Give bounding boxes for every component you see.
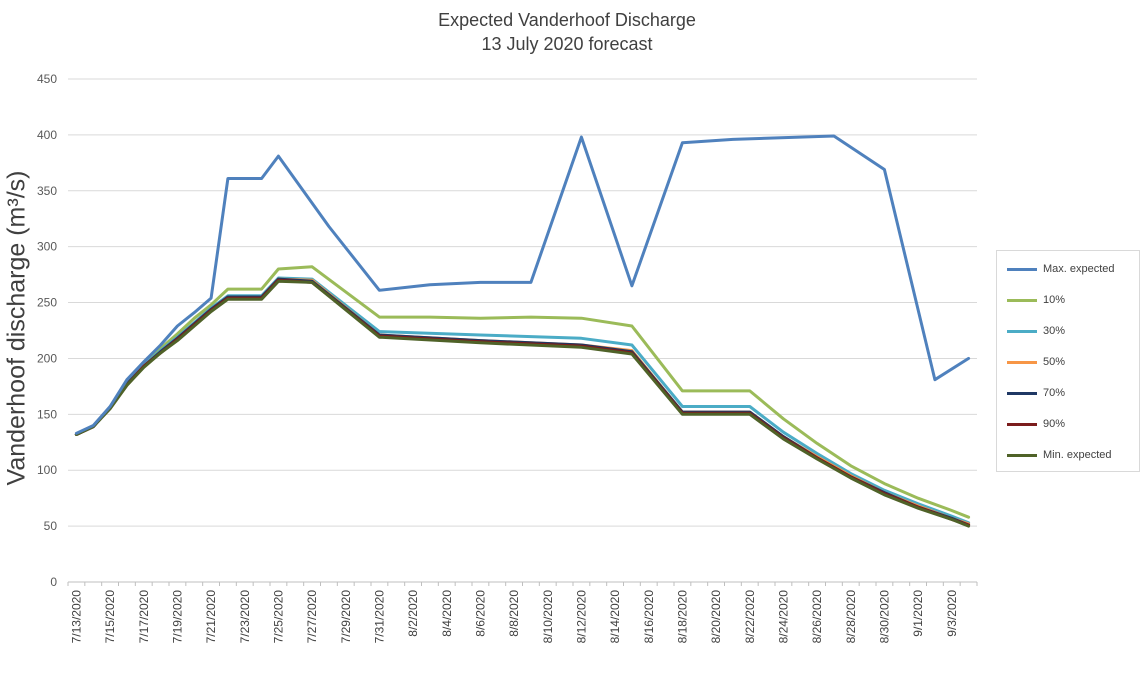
legend-label: Min. expected — [1043, 449, 1112, 461]
x-tick-label: 8/12/2020 — [574, 590, 588, 644]
x-tick-label: 8/16/2020 — [642, 590, 656, 644]
legend-item: 30% — [1007, 323, 1065, 339]
legend-label: 50% — [1043, 356, 1066, 368]
legend-swatch — [1007, 422, 1037, 426]
y-tick-label: 450 — [37, 72, 57, 86]
y-tick-label: 0 — [50, 575, 57, 589]
y-tick-label: 150 — [37, 407, 57, 421]
x-tick-label: 9/3/2020 — [945, 590, 959, 637]
x-tick-label: 7/23/2020 — [238, 590, 252, 644]
legend-label: 90% — [1043, 418, 1066, 430]
x-tick-label: 8/22/2020 — [743, 590, 757, 644]
x-tick-label: 7/31/2020 — [372, 590, 386, 644]
series-line-max-expected — [74, 134, 971, 435]
legend-label: Max. expected — [1043, 263, 1115, 275]
legend-label: 30% — [1043, 325, 1066, 337]
x-tick-label: 7/15/2020 — [103, 590, 117, 644]
legend-item: 50% — [1007, 354, 1065, 370]
x-tick-label: 8/14/2020 — [608, 590, 622, 644]
y-tick-label: 100 — [37, 463, 57, 477]
x-tick-label: 8/20/2020 — [709, 590, 723, 644]
x-tick-label: 8/18/2020 — [675, 590, 689, 644]
legend-label: 70% — [1043, 387, 1066, 399]
series-line-30 — [74, 276, 971, 525]
x-tick-label: 8/30/2020 — [877, 590, 891, 644]
series-line-min-expected — [74, 279, 971, 528]
x-tick-label: 7/29/2020 — [339, 590, 353, 644]
y-tick-label: 200 — [37, 351, 57, 365]
y-tick-label: 300 — [37, 240, 57, 254]
chart-title: Expected Vanderhoof Discharge 13 July 20… — [0, 8, 1134, 56]
legend-label: 10% — [1043, 294, 1066, 306]
legend-swatch — [1007, 391, 1037, 395]
x-tick-label: 8/10/2020 — [541, 590, 555, 644]
x-tick-label: 7/21/2020 — [204, 590, 218, 644]
x-tick-label: 9/1/2020 — [911, 590, 925, 637]
y-tick-label: 400 — [37, 128, 57, 142]
y-tick-label: 350 — [37, 184, 57, 198]
x-tick-label: 8/8/2020 — [507, 590, 521, 637]
legend-swatch — [1007, 360, 1037, 364]
legend-item: 70% — [1007, 385, 1065, 401]
chart-title-line: Expected Vanderhoof Discharge — [438, 10, 696, 30]
x-tick-label: 8/28/2020 — [844, 590, 858, 644]
x-tick-label: 8/24/2020 — [776, 590, 790, 644]
x-tick-label: 8/2/2020 — [406, 590, 420, 637]
series-line-10 — [74, 265, 971, 519]
x-tick-label: 7/19/2020 — [170, 590, 184, 644]
x-tick-label: 7/27/2020 — [305, 590, 319, 644]
legend-item: 90% — [1007, 416, 1065, 432]
x-tick-label: 8/26/2020 — [810, 590, 824, 644]
x-tick-label: 7/17/2020 — [137, 590, 151, 644]
legend-item: Max. expected — [1007, 261, 1115, 277]
x-tick-label: 8/4/2020 — [440, 590, 454, 637]
legend-item: 10% — [1007, 292, 1065, 308]
x-tick-label: 7/13/2020 — [69, 590, 83, 644]
legend-item: Min. expected — [1007, 447, 1111, 463]
legend-swatch — [1007, 329, 1037, 333]
y-tick-label: 50 — [44, 519, 58, 533]
chart-subtitle-line: 13 July 2020 forecast — [481, 34, 653, 54]
legend-swatch — [1007, 267, 1037, 271]
legend: Max. expected 10% 30% 50% 70% 90% Min. expecte… — [996, 250, 1140, 472]
legend-swatch — [1007, 453, 1037, 457]
x-tick-label: 7/25/2020 — [271, 590, 285, 644]
x-tick-label: 8/6/2020 — [473, 590, 487, 637]
y-tick-label: 250 — [37, 296, 57, 310]
legend-swatch — [1007, 298, 1037, 302]
